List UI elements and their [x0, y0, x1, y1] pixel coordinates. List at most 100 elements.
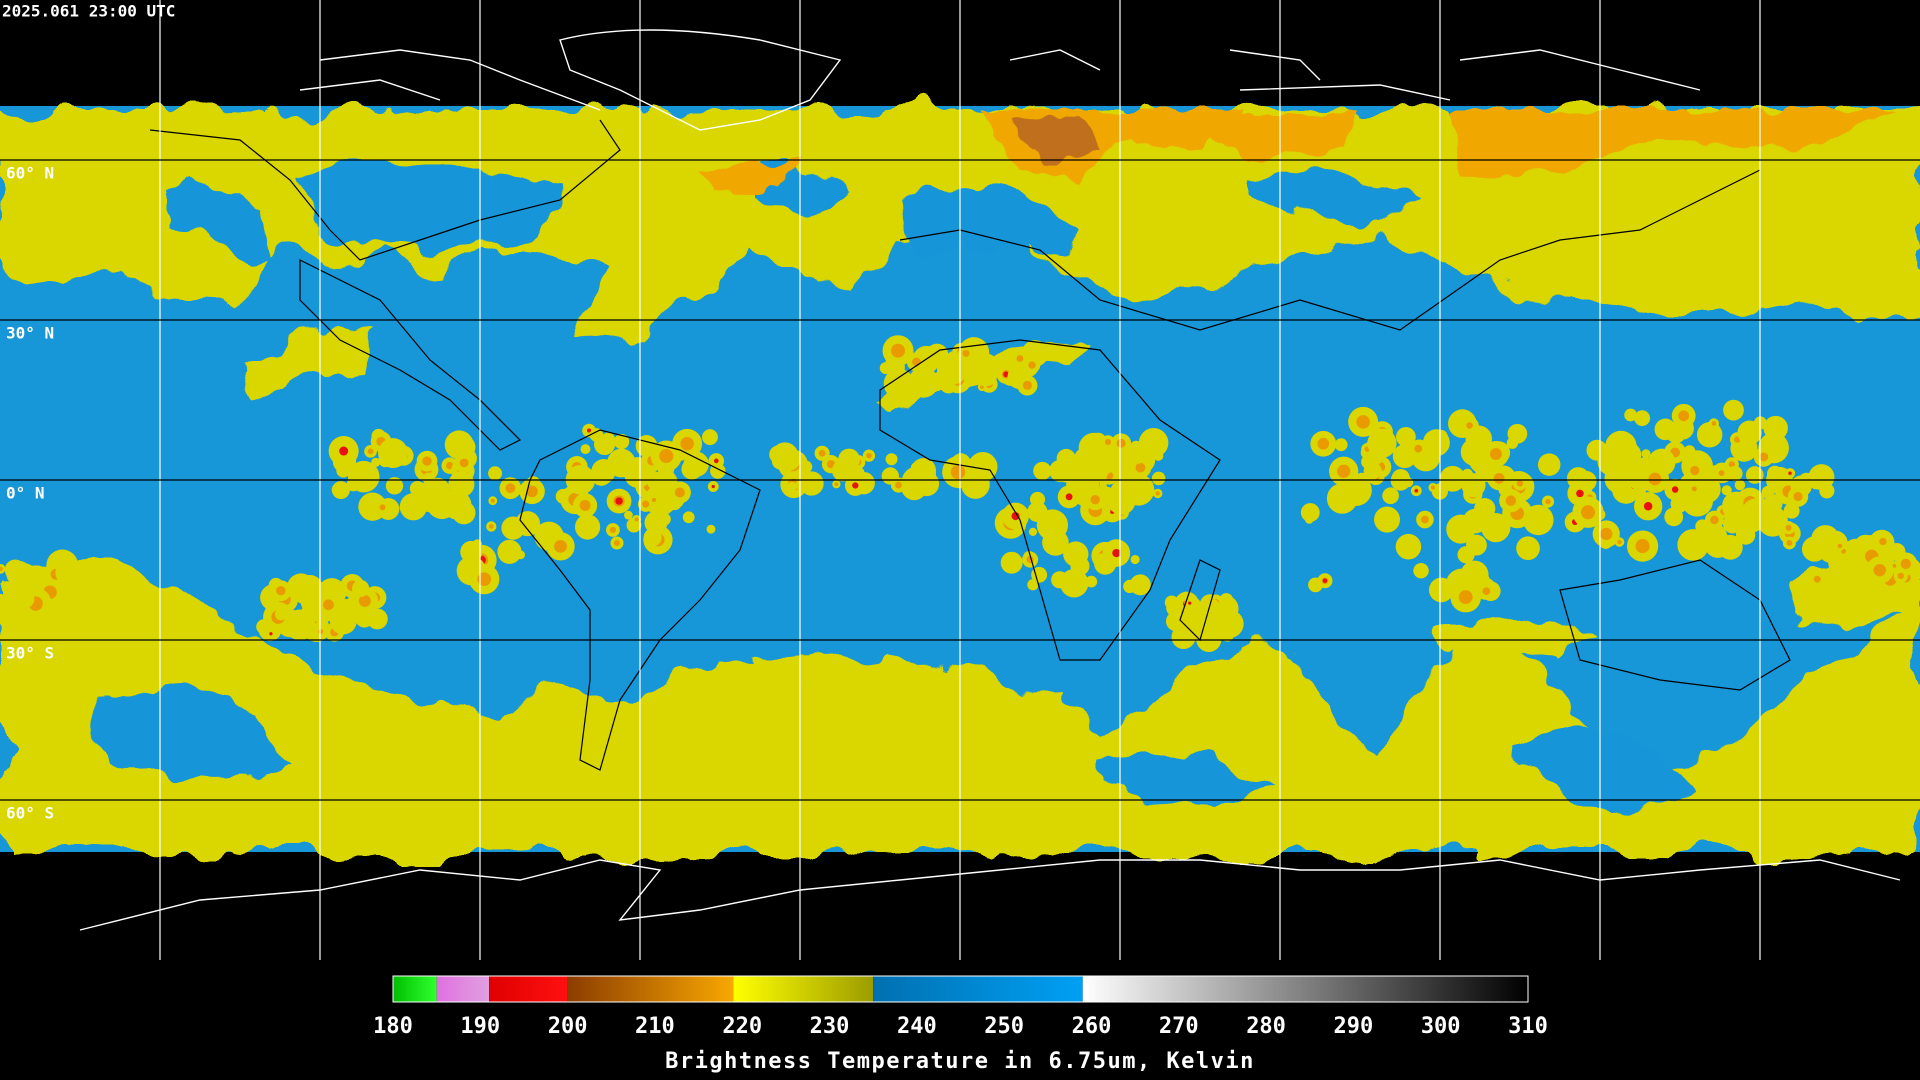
coastline [299, 259, 522, 451]
cold-top [1678, 410, 1690, 422]
cold-top [659, 449, 674, 464]
cold-top [1414, 444, 1423, 453]
colorbar-tick-label: 180 [373, 1014, 413, 1039]
yellow-streak [240, 328, 380, 400]
cloud-cell [658, 513, 671, 526]
colorbar-tick-label: 310 [1508, 1014, 1548, 1039]
colorbar-tick-label: 220 [722, 1014, 762, 1039]
cloud-cell [1110, 479, 1134, 504]
very-cold-top [615, 497, 623, 505]
colorbar-segment [733, 976, 874, 1002]
cloud-cell [883, 368, 915, 399]
cloud-cell [352, 579, 370, 598]
cloud-cell [706, 524, 716, 534]
cloud-cell [1734, 479, 1746, 491]
cloud-cell [1363, 461, 1382, 480]
cloud-cell [1367, 428, 1397, 458]
cold-top [1793, 491, 1803, 502]
cold-top [1356, 415, 1370, 429]
cloud-cell [574, 514, 601, 540]
cold-top [1873, 563, 1886, 577]
cold-top [962, 349, 970, 357]
cloud-cell [682, 511, 695, 524]
latitude-label: 0° N [6, 484, 45, 503]
cloud-cell [1681, 485, 1714, 517]
colorbar-segment [567, 976, 734, 1002]
orange-patch [700, 160, 800, 195]
cloud-cell [1404, 536, 1415, 547]
colorbar-segment [489, 976, 568, 1002]
cloud-cell [1576, 470, 1597, 492]
cloud-cell [1334, 438, 1348, 452]
very-cold-top [1576, 489, 1584, 498]
blue-hole [1520, 731, 1700, 810]
cold-top [1648, 472, 1662, 486]
cloud-cell [1721, 485, 1732, 496]
colorbar-tick-label: 290 [1334, 1014, 1374, 1039]
cold-top [1516, 480, 1524, 487]
cold-top [1090, 494, 1100, 505]
cloud-cell [1737, 420, 1762, 445]
cloud-cell [1677, 529, 1709, 561]
cloud-cell [501, 516, 525, 540]
cloud-cell [1466, 534, 1487, 556]
cold-top [358, 594, 371, 607]
cloud-cell [1801, 536, 1828, 562]
cold-top [1718, 470, 1725, 476]
cloud-cell [918, 371, 938, 391]
cloud-cell [1666, 424, 1686, 444]
very-cold-top [269, 632, 273, 636]
cold-top [674, 487, 685, 498]
cold-top [1892, 563, 1897, 568]
cloud-cell [1481, 512, 1511, 543]
cloud-cell [1151, 471, 1166, 486]
cloud-cell [1507, 423, 1528, 444]
cold-top [1016, 355, 1024, 362]
cloud-cell [580, 444, 591, 455]
very-cold-top [1322, 578, 1328, 583]
cold-top [1785, 524, 1792, 531]
cloud-cell [968, 452, 998, 482]
cold-top [1879, 537, 1887, 546]
cold-top [1545, 498, 1551, 505]
cold-top [1635, 539, 1650, 554]
cloud-cell [1809, 477, 1822, 490]
cold-top [1580, 505, 1596, 520]
cold-top [1691, 486, 1697, 492]
cold-top [0, 566, 3, 572]
colorbar-tick-label: 280 [1246, 1014, 1286, 1039]
cloud-cell [1741, 498, 1769, 526]
cloud-cell [1465, 425, 1493, 453]
cold-top [651, 497, 657, 503]
cloud-cell [613, 433, 630, 450]
cold-top [634, 517, 639, 522]
cloud-cell [284, 609, 316, 641]
cloud-cell [1605, 430, 1637, 463]
very-cold-top [1112, 548, 1121, 558]
cloud-cell [1460, 560, 1489, 589]
warm-patches [700, 110, 1900, 195]
yellow-streak [1440, 617, 1600, 660]
cloud-cell [1722, 514, 1743, 534]
cloud-cell [1763, 494, 1783, 514]
cloud-cell [1382, 487, 1399, 505]
cloud-cell [1033, 461, 1052, 481]
cloud-cell [1537, 453, 1561, 476]
cloud-cell [1390, 470, 1411, 491]
cloud-cell [333, 601, 349, 618]
very-cold-top [1671, 486, 1679, 493]
cold-top [1116, 438, 1126, 448]
cloud-cell [1063, 541, 1089, 567]
cold-top [1420, 515, 1429, 524]
cloud-cell [336, 463, 351, 478]
cold-top [895, 481, 902, 489]
cloud-cell [4, 590, 16, 602]
cloud-cell [0, 598, 8, 618]
cloud-cell [442, 490, 472, 520]
cold-top [866, 452, 872, 459]
cloud-cell [1696, 421, 1723, 448]
cold-top [1711, 421, 1717, 426]
cold-top [1104, 438, 1112, 445]
